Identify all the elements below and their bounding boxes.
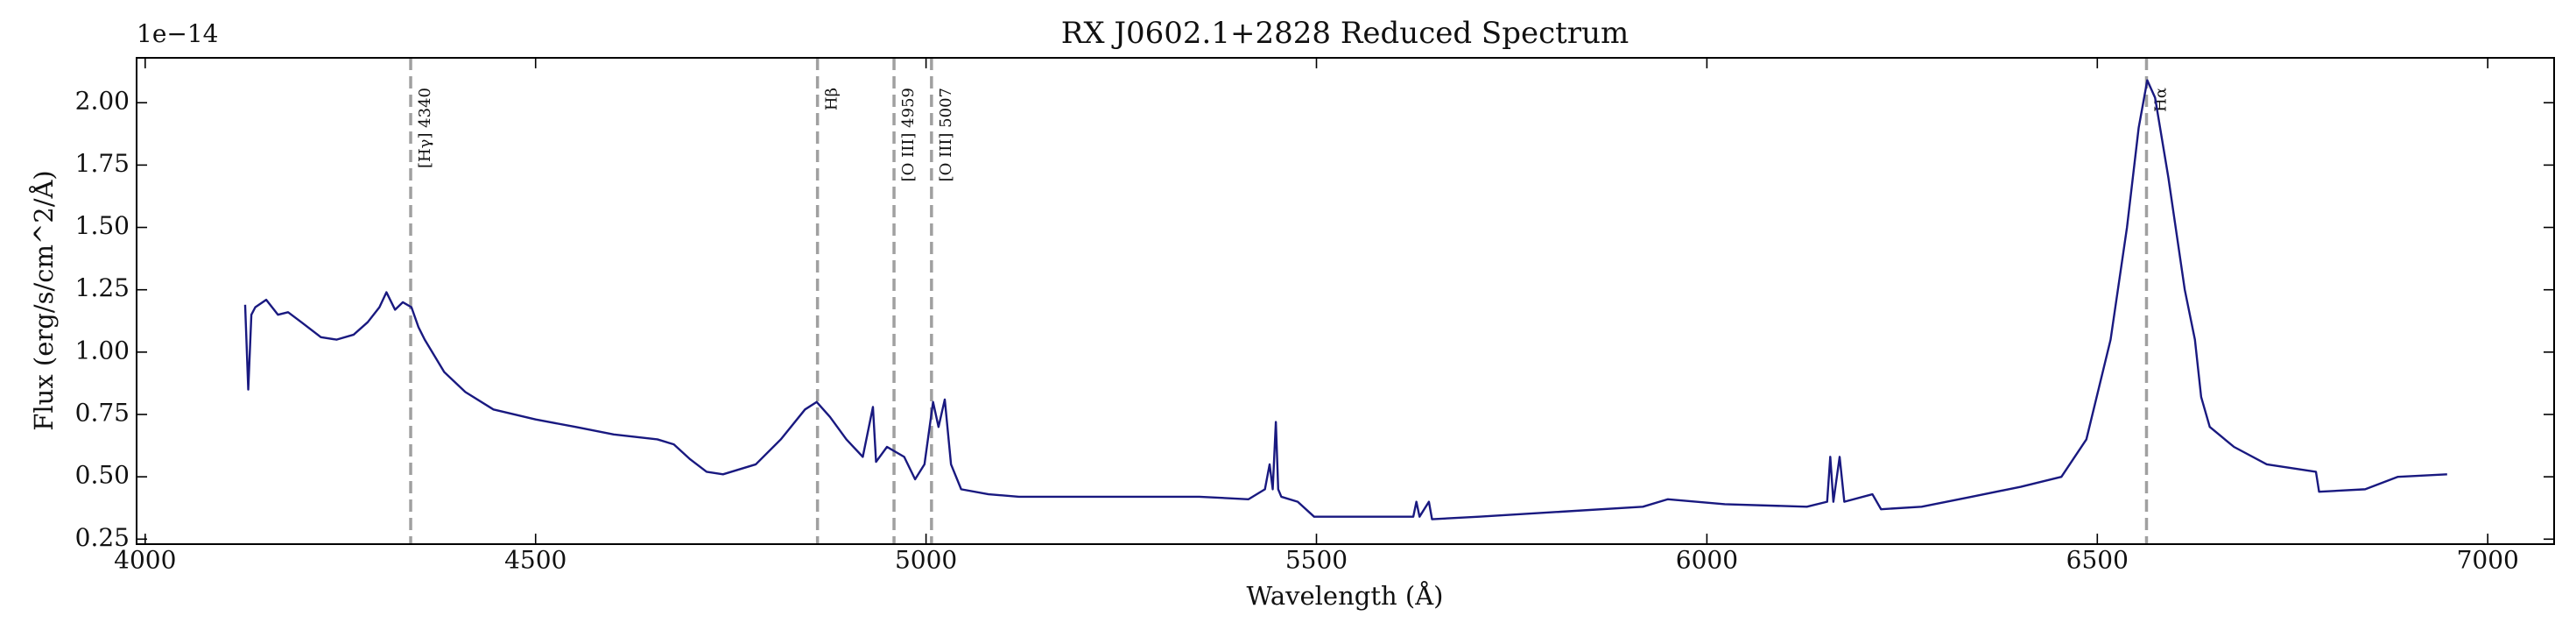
y-tick-label: 0.75 [75, 399, 130, 428]
y-tick-label: 1.50 [75, 211, 130, 240]
x-tick-label: 6500 [2066, 546, 2129, 575]
y-offset-label: 1e−14 [137, 19, 218, 48]
x-tick-label: 4000 [114, 546, 176, 575]
x-tick-label: 5000 [895, 546, 957, 575]
y-tick-label: 2.00 [75, 87, 130, 116]
spectrum-line [243, 79, 2447, 520]
reference-label: [O III] 5007 [937, 88, 955, 181]
reference-label: Hβ [823, 88, 841, 110]
plot-frame [136, 57, 2555, 545]
y-tick-label: 0.25 [75, 523, 130, 552]
x-axis-label: Wavelength (Å) [1247, 580, 1444, 611]
chart-title: RX J0602.1+2828 Reduced Spectrum [1061, 16, 1629, 51]
y-axis-label: Flux (erg/s/cm^2/Å) [28, 170, 59, 431]
x-tick-label: 4500 [504, 546, 567, 575]
y-tick-label: 1.00 [75, 336, 130, 365]
y-tick-label: 1.25 [75, 273, 130, 302]
x-tick-label: 5500 [1285, 546, 1348, 575]
x-tick-label: 7000 [2457, 546, 2519, 575]
y-tick-label: 0.50 [75, 461, 130, 490]
reference-label: [Hγ] 4340 [416, 88, 434, 168]
x-tick-label: 6000 [1676, 546, 1738, 575]
reference-label: [O III] 4959 [899, 88, 918, 181]
y-tick-label: 1.75 [75, 149, 130, 178]
